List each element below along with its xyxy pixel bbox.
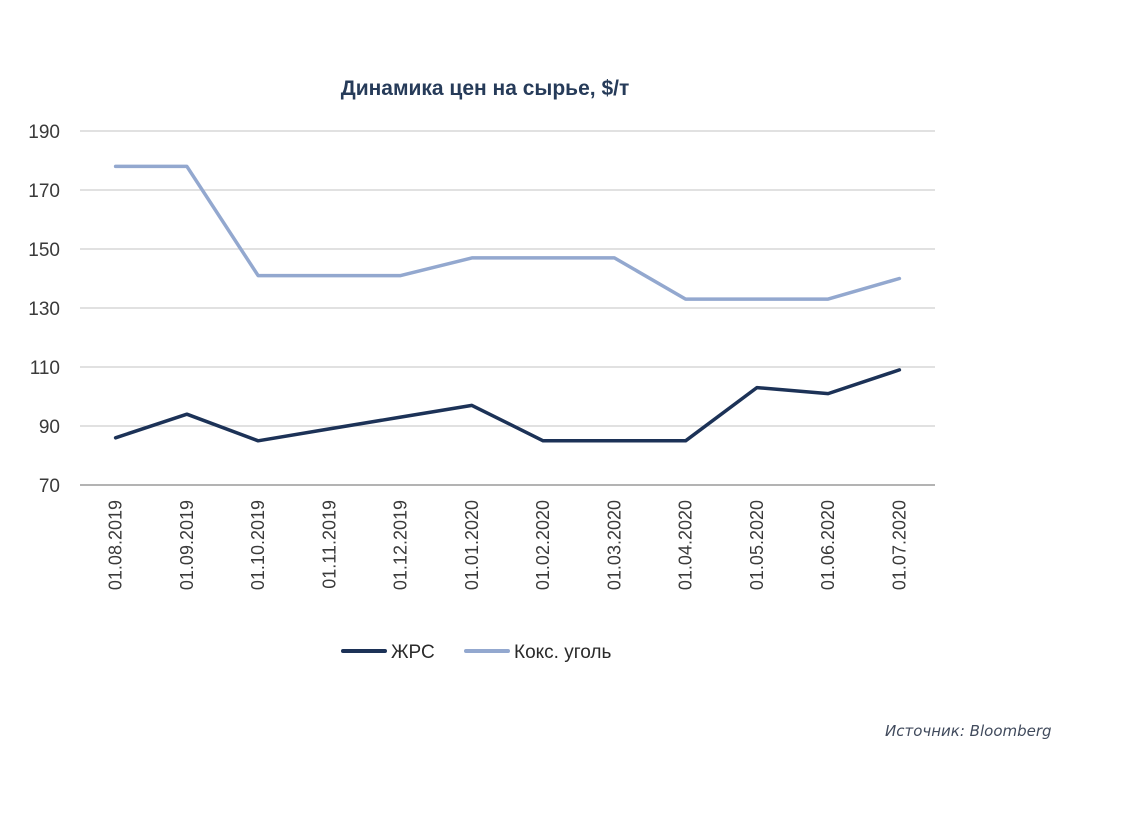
- series-lines: [113, 164, 902, 443]
- x-tick-label: 01.06.2020: [818, 500, 838, 590]
- y-tick-label: 190: [28, 122, 60, 143]
- y-tick-label: 110: [30, 358, 60, 379]
- legend-label: ЖРС: [391, 642, 435, 663]
- series-line-1: [113, 164, 902, 301]
- y-axis: 70 90 110 130 150 170 190: [28, 122, 60, 497]
- x-tick-label: 01.01.2020: [462, 500, 482, 590]
- x-tick-label: 01.07.2020: [889, 500, 909, 590]
- grid-lines: [80, 130, 935, 486]
- x-tick-label: 01.02.2020: [533, 500, 553, 590]
- x-tick-label: 01.11.2019: [319, 500, 339, 589]
- legend: ЖРС Кокс. уголь: [341, 642, 611, 663]
- x-axis: 01.08.2019 01.09.2019 01.10.2019 01.11.2019…: [106, 500, 910, 590]
- x-tick-label: 01.04.2020: [676, 500, 696, 590]
- x-tick-label: 01.03.2020: [604, 500, 624, 590]
- y-tick-label: 70: [39, 476, 60, 497]
- y-tick-label: 150: [28, 240, 60, 261]
- chart-title: Динамика цен на сырье, $/т: [341, 77, 630, 100]
- y-tick-label: 170: [28, 181, 60, 202]
- x-tick-label: 01.08.2019: [106, 500, 126, 590]
- legend-label: Кокс. уголь: [514, 642, 611, 663]
- x-tick-label: 01.09.2019: [177, 500, 197, 590]
- x-tick-label: 01.05.2020: [747, 500, 767, 590]
- series-line-0: [113, 368, 902, 443]
- y-tick-label: 90: [39, 417, 60, 438]
- x-tick-label: 01.12.2019: [391, 500, 411, 590]
- y-tick-label: 130: [28, 299, 60, 320]
- x-tick-label: 01.10.2019: [248, 500, 268, 590]
- source-note: Источник: Bloomberg: [885, 722, 1052, 740]
